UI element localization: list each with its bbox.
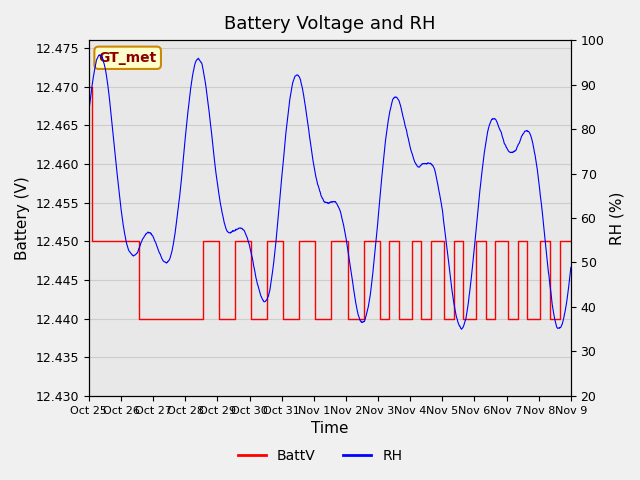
Title: Battery Voltage and RH: Battery Voltage and RH: [224, 15, 436, 33]
Y-axis label: Battery (V): Battery (V): [15, 176, 30, 260]
Text: GT_met: GT_met: [99, 51, 157, 65]
Legend: BattV, RH: BattV, RH: [232, 443, 408, 468]
X-axis label: Time: Time: [311, 421, 349, 436]
Y-axis label: RH (%): RH (%): [610, 192, 625, 245]
